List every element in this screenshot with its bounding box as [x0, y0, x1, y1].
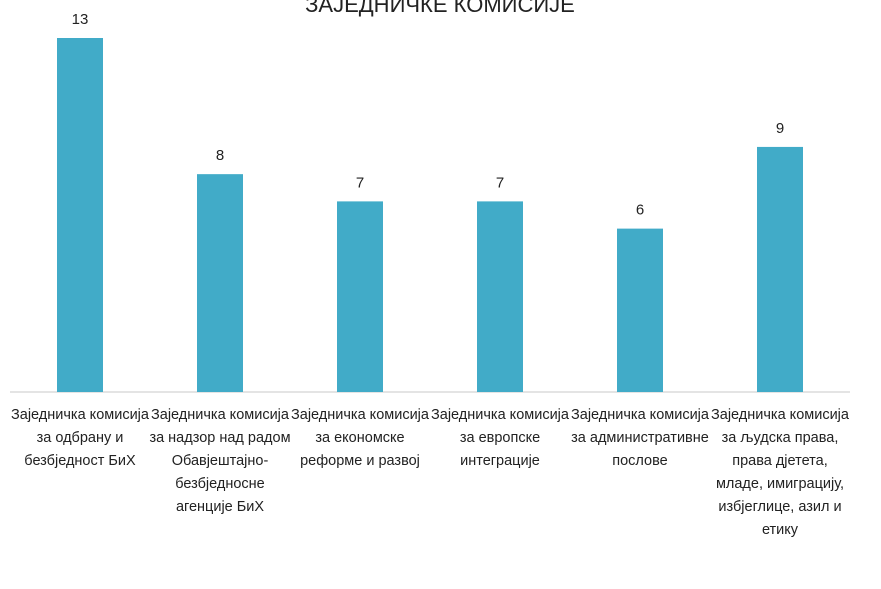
data-label: 9 [776, 120, 784, 137]
data-label: 7 [496, 174, 504, 191]
chart-title: ЗАЈЕДНИЧКЕ КОМИСИЈЕ [305, 0, 575, 17]
bar [337, 201, 383, 392]
x-tick-label: Заједничка комисија за одбрану и безбјед… [11, 407, 149, 469]
bar [197, 174, 243, 392]
data-label: 7 [356, 174, 364, 191]
x-tick-label: Заједничка комисија за људска права, пра… [711, 407, 849, 538]
data-label: 8 [216, 147, 224, 164]
x-tick-label: Заједничка комисија за европске интеграц… [431, 407, 569, 469]
bar [617, 228, 663, 392]
x-tick-label: Заједничка комисија за административне п… [571, 407, 709, 469]
x-tick-label: Заједничка комисија за економске реформе… [291, 407, 429, 469]
bar [757, 146, 803, 392]
bar [57, 38, 103, 392]
bar [477, 201, 523, 392]
x-tick-label: Заједничка комисија за надзор над радом … [149, 407, 291, 515]
data-label: 13 [72, 11, 89, 28]
data-label: 6 [636, 202, 644, 219]
